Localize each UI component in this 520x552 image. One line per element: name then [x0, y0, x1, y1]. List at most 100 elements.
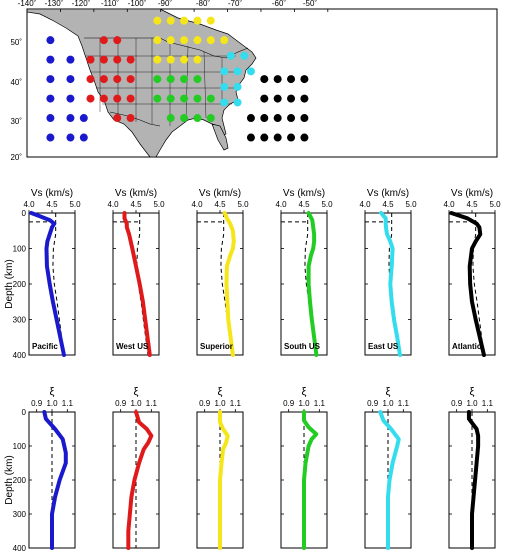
map-point-west-us: [86, 75, 95, 84]
profile-panel-pacific: 4.0 4.5 5.0Vs (km/s) 0 100 200 300 400 Pacific: [13, 188, 81, 360]
map-point-west-us: [126, 114, 135, 123]
profile-panel-pacific: 0.9 1.0 1.1 ξ 0 100 200 300 400: [13, 386, 76, 552]
x-tick-label: 5.0: [321, 200, 333, 209]
map-point-pacific: [66, 133, 75, 142]
x-tick-label: 4.5: [46, 200, 58, 209]
panel-axis-title: Vs (km/s): [367, 188, 409, 199]
florida-peninsula: [211, 123, 229, 151]
profile-panel-atlantic: 4.0 4.5 5.0Vs (km/s) Atlantic: [443, 188, 501, 357]
reference-model-line: [220, 213, 233, 356]
x-tick-label: 5.0: [153, 200, 165, 209]
panel-axis-title: ξ: [218, 386, 223, 398]
y-tick-label: 200: [13, 280, 27, 289]
map-point-atlantic: [260, 114, 269, 123]
map-point-superior: [166, 55, 175, 64]
profile-panel-south-us: 4.0 4.5 5.0Vs (km/s) South US: [275, 188, 333, 357]
region-label: Superior: [200, 342, 233, 351]
lat-tick-label: 20˚: [10, 153, 22, 162]
vs-profiles-row: 4.0 4.5 5.0Vs (km/s)0100200300400Pacific4.…: [4, 188, 501, 360]
lon-tick-label: -120˚: [72, 0, 91, 8]
y-axis-label: Depth (km): [4, 455, 15, 504]
x-tick-label: 1.0: [130, 399, 142, 408]
x-tick-label: 1.0: [46, 399, 58, 408]
map-point-atlantic: [287, 75, 296, 84]
x-tick-label: 1.1: [482, 399, 494, 408]
panel-frame: [280, 212, 328, 356]
series-line-pacific: [29, 211, 66, 357]
series-line-superior: [218, 410, 230, 550]
x-tick-label: 1.1: [146, 399, 158, 408]
map-point-pacific: [79, 133, 88, 142]
map-point-atlantic: [260, 94, 269, 103]
longitude-labels: -140˚ -130˚ -120˚ -110˚ -100˚ -90˚ -80˚ …: [18, 0, 318, 8]
map-point-superior: [166, 36, 175, 45]
x-tick-label: 0.9: [367, 399, 379, 408]
map-point-atlantic: [300, 75, 309, 84]
region-label: South US: [284, 342, 321, 351]
x-tick-label: 5.0: [237, 200, 249, 209]
x-tick-label: 1.0: [382, 399, 394, 408]
map-point-east-us: [233, 82, 242, 91]
map-point-pacific: [46, 55, 55, 64]
lon-tick-label: -70˚: [228, 0, 243, 8]
x-tick-label: 1.1: [230, 399, 242, 408]
map-point-atlantic: [273, 133, 282, 142]
profile-panel-superior: 4.0 4.5 5.0Vs (km/s) Superior: [191, 188, 249, 357]
map-point-west-us: [113, 55, 122, 64]
y-tick-label: 400: [13, 351, 27, 360]
map-point-east-us: [233, 67, 242, 76]
panel-axis-title: Vs (km/s): [199, 188, 241, 199]
map-point-south-us: [166, 75, 175, 84]
x-tick-label: 1.0: [298, 399, 310, 408]
region-label: East US: [368, 342, 399, 351]
map-point-south-us: [193, 75, 202, 84]
lon-tick-label: -130˚: [45, 0, 64, 8]
map-axis-ticks: [26, 9, 329, 12]
map-point-atlantic: [287, 94, 296, 103]
map-point-atlantic: [273, 94, 282, 103]
map-point-superior: [220, 36, 229, 45]
map-point-south-us: [153, 94, 162, 103]
x-tick-label: 4.5: [298, 200, 310, 209]
map-point-pacific: [66, 114, 75, 123]
panel-axis-title: Vs (km/s): [283, 188, 325, 199]
x-tick-label: 5.0: [405, 200, 417, 209]
x-tick-label: 1.0: [214, 399, 226, 408]
lon-tick-label: -100˚: [128, 0, 147, 8]
map-point-west-us: [126, 94, 135, 103]
series-line-west-us: [126, 410, 154, 550]
lat-tick-label: 50˚: [10, 38, 22, 47]
x-tick-label: 4.0: [107, 200, 119, 209]
map-point-west-us: [86, 94, 95, 103]
panel-axis-title: Vs (km/s): [451, 188, 493, 199]
x-tick-label: 4.5: [214, 200, 226, 209]
map-point-atlantic: [273, 75, 282, 84]
lon-tick-label: -90˚: [158, 0, 173, 8]
x-tick-label: 0.9: [283, 399, 295, 408]
x-tick-label: 4.0: [359, 200, 371, 209]
map-point-west-us: [113, 75, 122, 84]
x-tick-label: 4.5: [382, 200, 394, 209]
panel-axis-title: ξ: [50, 386, 55, 398]
map-point-superior: [166, 16, 175, 25]
region-map: -140˚ -130˚ -120˚ -110˚ -100˚ -90˚ -80˚ …: [10, 0, 498, 162]
profile-panel-east-us: 4.0 4.5 5.0Vs (km/s) East US: [359, 188, 417, 357]
x-tick-label: 1.1: [62, 399, 74, 408]
map-point-pacific: [46, 75, 55, 84]
map-point-west-us: [99, 36, 108, 45]
region-label: West US: [116, 342, 149, 351]
map-point-atlantic: [246, 114, 255, 123]
map-point-south-us: [206, 114, 215, 123]
x-tick-label: 0.9: [115, 399, 127, 408]
lon-tick-label: -80˚: [196, 0, 211, 8]
y-tick-label: 100: [13, 245, 27, 254]
x-tick-label: 5.0: [489, 200, 501, 209]
map-point-superior: [193, 36, 202, 45]
reference-model-line: [472, 213, 485, 356]
map-point-atlantic: [300, 133, 309, 142]
x-tick-label: 0.9: [451, 399, 463, 408]
map-point-south-us: [180, 75, 189, 84]
map-point-atlantic: [273, 114, 282, 123]
x-tick-label: 1.0: [466, 399, 478, 408]
